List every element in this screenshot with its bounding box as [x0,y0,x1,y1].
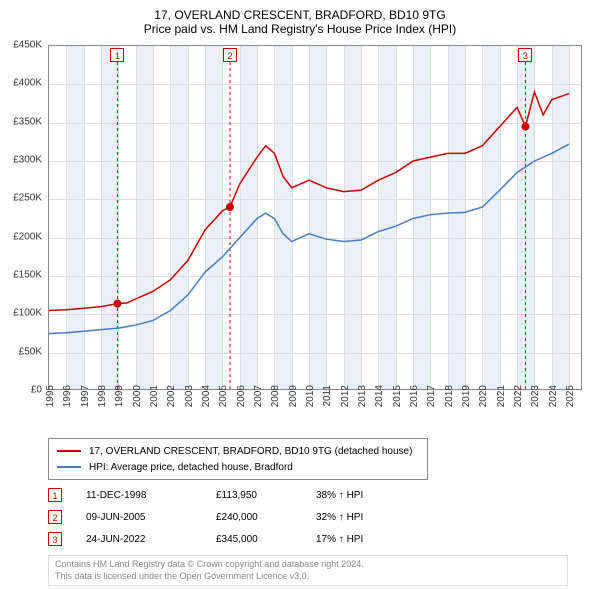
y-axis-label: £300K [13,155,42,166]
event-row: 1 11-DEC-1998£113,95038% ↑ HPI [48,485,416,505]
y-axis-label: £50K [19,346,42,357]
series-line-hpi [49,144,569,333]
x-axis-label: 1997 [80,385,91,425]
legend-swatch [57,466,81,468]
y-axis-label: £200K [13,231,42,242]
x-axis-label: 1996 [62,385,73,425]
x-axis-label: 2021 [496,385,507,425]
event-price: £345,000 [216,534,316,545]
legend-row: HPI: Average price, detached house, Brad… [57,459,419,475]
price-marker [226,203,234,211]
x-axis-label: 2012 [340,385,351,425]
x-axis-label: 2004 [201,385,212,425]
footer-line2: This data is licensed under the Open Gov… [55,571,561,583]
x-axis-label: 2017 [426,385,437,425]
event-date: 24-JUN-2022 [86,534,216,545]
legend-swatch [57,450,81,452]
x-axis-label: 2011 [322,385,333,425]
event-date: 09-JUN-2005 [86,512,216,523]
footer: Contains HM Land Registry data © Crown c… [48,555,568,586]
plot-area: 1 2 3 [48,45,582,390]
events-table: 1 11-DEC-1998£113,95038% ↑ HPI 2 09-JUN-200… [48,485,416,551]
x-axis-label: 2001 [149,385,160,425]
x-axis-label: 2023 [530,385,541,425]
event-row: 2 09-JUN-2005£240,00032% ↑ HPI [48,507,416,527]
chart-area: 123 £0£50K£100K£150K£200K£250K£300K£350K… [48,45,582,390]
y-axis-label: £400K [13,78,42,89]
event-pct: 38% ↑ HPI [316,490,416,501]
x-axis-label: 2014 [374,385,385,425]
x-axis-label: 2019 [461,385,472,425]
x-axis-label: 2020 [478,385,489,425]
legend: 17, OVERLAND CRESCENT, BRADFORD, BD10 9T… [48,438,428,480]
event-date: 11-DEC-1998 [86,490,216,501]
y-axis-label: £250K [13,193,42,204]
x-axis-label: 1999 [114,385,125,425]
event-marker-box: 1 [110,48,124,62]
x-axis-label: 2025 [565,385,576,425]
event-price: £113,950 [216,490,316,501]
legend-row: 17, OVERLAND CRESCENT, BRADFORD, BD10 9T… [57,443,419,459]
y-axis-label: £350K [13,116,42,127]
price-marker [521,123,529,131]
x-axis-label: 2010 [305,385,316,425]
x-axis-label: 2022 [513,385,524,425]
x-axis-label: 2008 [270,385,281,425]
x-axis-label: 2000 [132,385,143,425]
x-axis-label: 2007 [253,385,264,425]
event-num: 2 [48,510,62,524]
event-row: 3 24-JUN-2022£345,00017% ↑ HPI [48,529,416,549]
y-axis-label: £100K [13,308,42,319]
x-axis-label: 2015 [392,385,403,425]
x-axis-label: 2006 [236,385,247,425]
price-marker [113,300,121,308]
x-axis-label: 2005 [218,385,229,425]
event-pct: 17% ↑ HPI [316,534,416,545]
x-axis-label: 2024 [548,385,559,425]
event-pct: 32% ↑ HPI [316,512,416,523]
event-num: 1 [48,488,62,502]
x-axis-label: 2009 [288,385,299,425]
x-axis-label: 2016 [409,385,420,425]
footer-line1: Contains HM Land Registry data © Crown c… [55,559,561,571]
y-axis-label: £150K [13,270,42,281]
x-axis-label: 2003 [184,385,195,425]
event-marker-box: 3 [518,48,532,62]
event-marker-box: 2 [223,48,237,62]
x-axis-label: 2013 [357,385,368,425]
chart-subtitle: Price paid vs. HM Land Registry's House … [0,22,600,40]
x-axis-label: 2018 [444,385,455,425]
legend-label: HPI: Average price, detached house, Brad… [89,462,293,473]
series-line-property [49,92,569,311]
event-price: £240,000 [216,512,316,523]
x-axis-label: 2002 [166,385,177,425]
event-num: 3 [48,532,62,546]
y-axis-label: £0 [31,385,42,396]
chart-title: 17, OVERLAND CRESCENT, BRADFORD, BD10 9T… [0,0,600,22]
x-axis-label: 1995 [45,385,56,425]
x-axis-label: 1998 [97,385,108,425]
chart-svg [49,46,583,391]
y-axis-label: £450K [13,40,42,51]
legend-label: 17, OVERLAND CRESCENT, BRADFORD, BD10 9T… [89,446,412,457]
